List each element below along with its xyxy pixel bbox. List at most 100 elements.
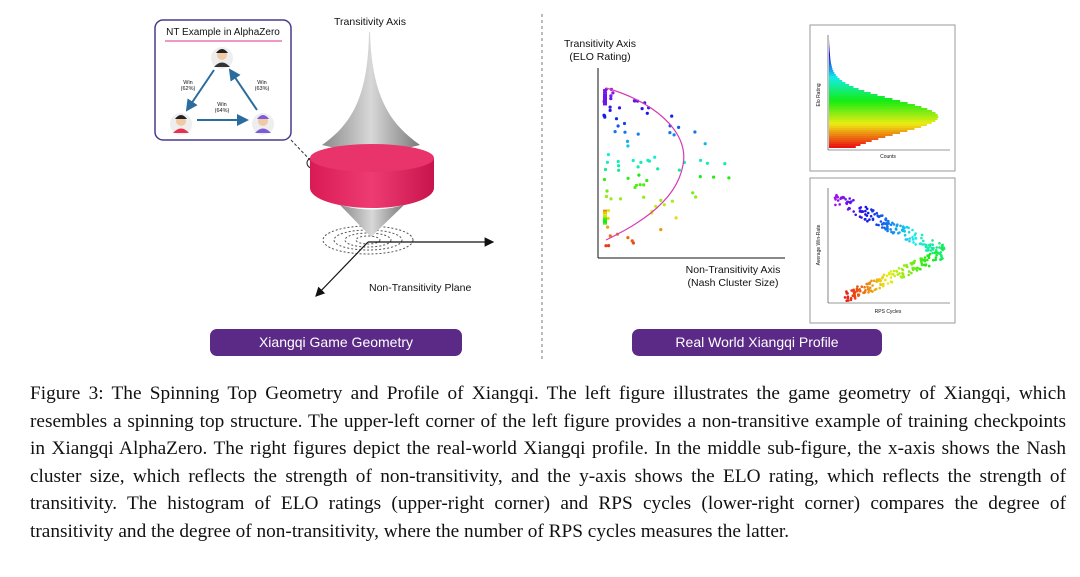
dot bbox=[860, 285, 864, 289]
hist-bar bbox=[829, 80, 843, 82]
dot bbox=[862, 291, 865, 295]
top-tip bbox=[340, 205, 404, 237]
dot bbox=[677, 168, 682, 172]
dot bbox=[838, 203, 841, 206]
dot bbox=[863, 285, 866, 289]
dot bbox=[893, 274, 896, 278]
dot bbox=[617, 168, 621, 172]
dot bbox=[872, 279, 876, 283]
dot bbox=[630, 239, 634, 243]
y-axis-label: (ELO Rating) bbox=[569, 51, 630, 63]
dot bbox=[609, 197, 613, 201]
dot bbox=[890, 273, 894, 276]
dot bbox=[723, 162, 727, 166]
dot bbox=[850, 289, 853, 292]
hist-bar bbox=[829, 86, 854, 88]
dot bbox=[930, 246, 934, 250]
strip bbox=[603, 213, 607, 216]
dot bbox=[875, 280, 878, 283]
hist-bar bbox=[829, 72, 835, 74]
histogram bbox=[829, 40, 939, 148]
hist-bar bbox=[829, 62, 831, 64]
scatter-y-label: Average Win-Rate bbox=[816, 224, 822, 265]
dot bbox=[636, 132, 640, 136]
dot bbox=[873, 213, 876, 216]
strip bbox=[603, 91, 607, 94]
inset-title: NT Example in AlphaZero bbox=[166, 27, 280, 38]
dot bbox=[674, 216, 678, 220]
icons bbox=[170, 47, 274, 135]
dot bbox=[885, 274, 889, 278]
dot bbox=[884, 228, 887, 231]
dot bbox=[853, 297, 857, 300]
y-axis-label: Transitivity Axis bbox=[564, 38, 636, 50]
strip bbox=[603, 102, 607, 105]
dot bbox=[901, 229, 904, 233]
dot bbox=[875, 211, 879, 215]
dot bbox=[846, 292, 849, 295]
dot bbox=[616, 124, 620, 128]
dot bbox=[613, 130, 617, 134]
hist-bar bbox=[829, 76, 838, 78]
hist-x-label: Counts bbox=[880, 154, 896, 160]
dot bbox=[846, 208, 850, 211]
hist-bar bbox=[829, 114, 938, 116]
dot bbox=[607, 244, 611, 248]
dot bbox=[890, 230, 893, 234]
hist-bar bbox=[829, 74, 836, 76]
hist-bar bbox=[829, 116, 939, 118]
win-value: (62%) bbox=[181, 86, 196, 92]
dot bbox=[927, 264, 931, 268]
hist-bar bbox=[829, 100, 901, 102]
dot bbox=[841, 196, 845, 200]
dot bbox=[875, 223, 878, 226]
dot bbox=[923, 256, 927, 259]
button-label: Real World Xiangqi Profile bbox=[675, 334, 838, 350]
dot bbox=[890, 280, 894, 284]
dot bbox=[907, 270, 911, 273]
dot bbox=[881, 214, 884, 217]
dot bbox=[632, 99, 637, 103]
dot bbox=[866, 285, 869, 289]
dot bbox=[869, 214, 873, 218]
top-spike bbox=[322, 32, 420, 152]
dot bbox=[614, 117, 619, 121]
top-disc-face bbox=[310, 144, 434, 172]
dot bbox=[606, 216, 610, 220]
dot bbox=[616, 159, 620, 164]
hist-bar bbox=[829, 144, 861, 146]
hist-bar bbox=[829, 122, 932, 124]
dot bbox=[938, 242, 941, 245]
dot bbox=[911, 266, 914, 270]
strip bbox=[603, 216, 607, 219]
dot bbox=[606, 153, 611, 157]
dot bbox=[920, 233, 924, 237]
dot bbox=[891, 221, 894, 225]
dot bbox=[941, 248, 944, 252]
scatter-dots bbox=[602, 87, 731, 248]
dot bbox=[921, 243, 924, 246]
dot bbox=[920, 236, 923, 240]
dot bbox=[864, 209, 867, 213]
hist-bar bbox=[829, 66, 832, 68]
dot bbox=[631, 158, 635, 163]
x-axis-label: (Nash Cluster Size) bbox=[687, 277, 778, 289]
dot bbox=[935, 250, 938, 254]
dot bbox=[654, 204, 658, 208]
dot bbox=[863, 218, 867, 221]
hist-bar bbox=[829, 136, 886, 138]
dot bbox=[868, 286, 872, 290]
strip bbox=[603, 89, 607, 92]
dot bbox=[914, 243, 917, 246]
dot bbox=[902, 264, 906, 267]
dot bbox=[858, 206, 861, 210]
dot bbox=[608, 234, 612, 238]
dot bbox=[712, 175, 716, 179]
hist-bar bbox=[829, 126, 922, 128]
strip bbox=[603, 222, 607, 225]
plane-label: Non-Transitivity Plane bbox=[369, 282, 471, 294]
dot bbox=[859, 209, 862, 213]
dot bbox=[867, 291, 870, 294]
dot bbox=[907, 273, 910, 277]
hist-bar bbox=[829, 92, 871, 94]
